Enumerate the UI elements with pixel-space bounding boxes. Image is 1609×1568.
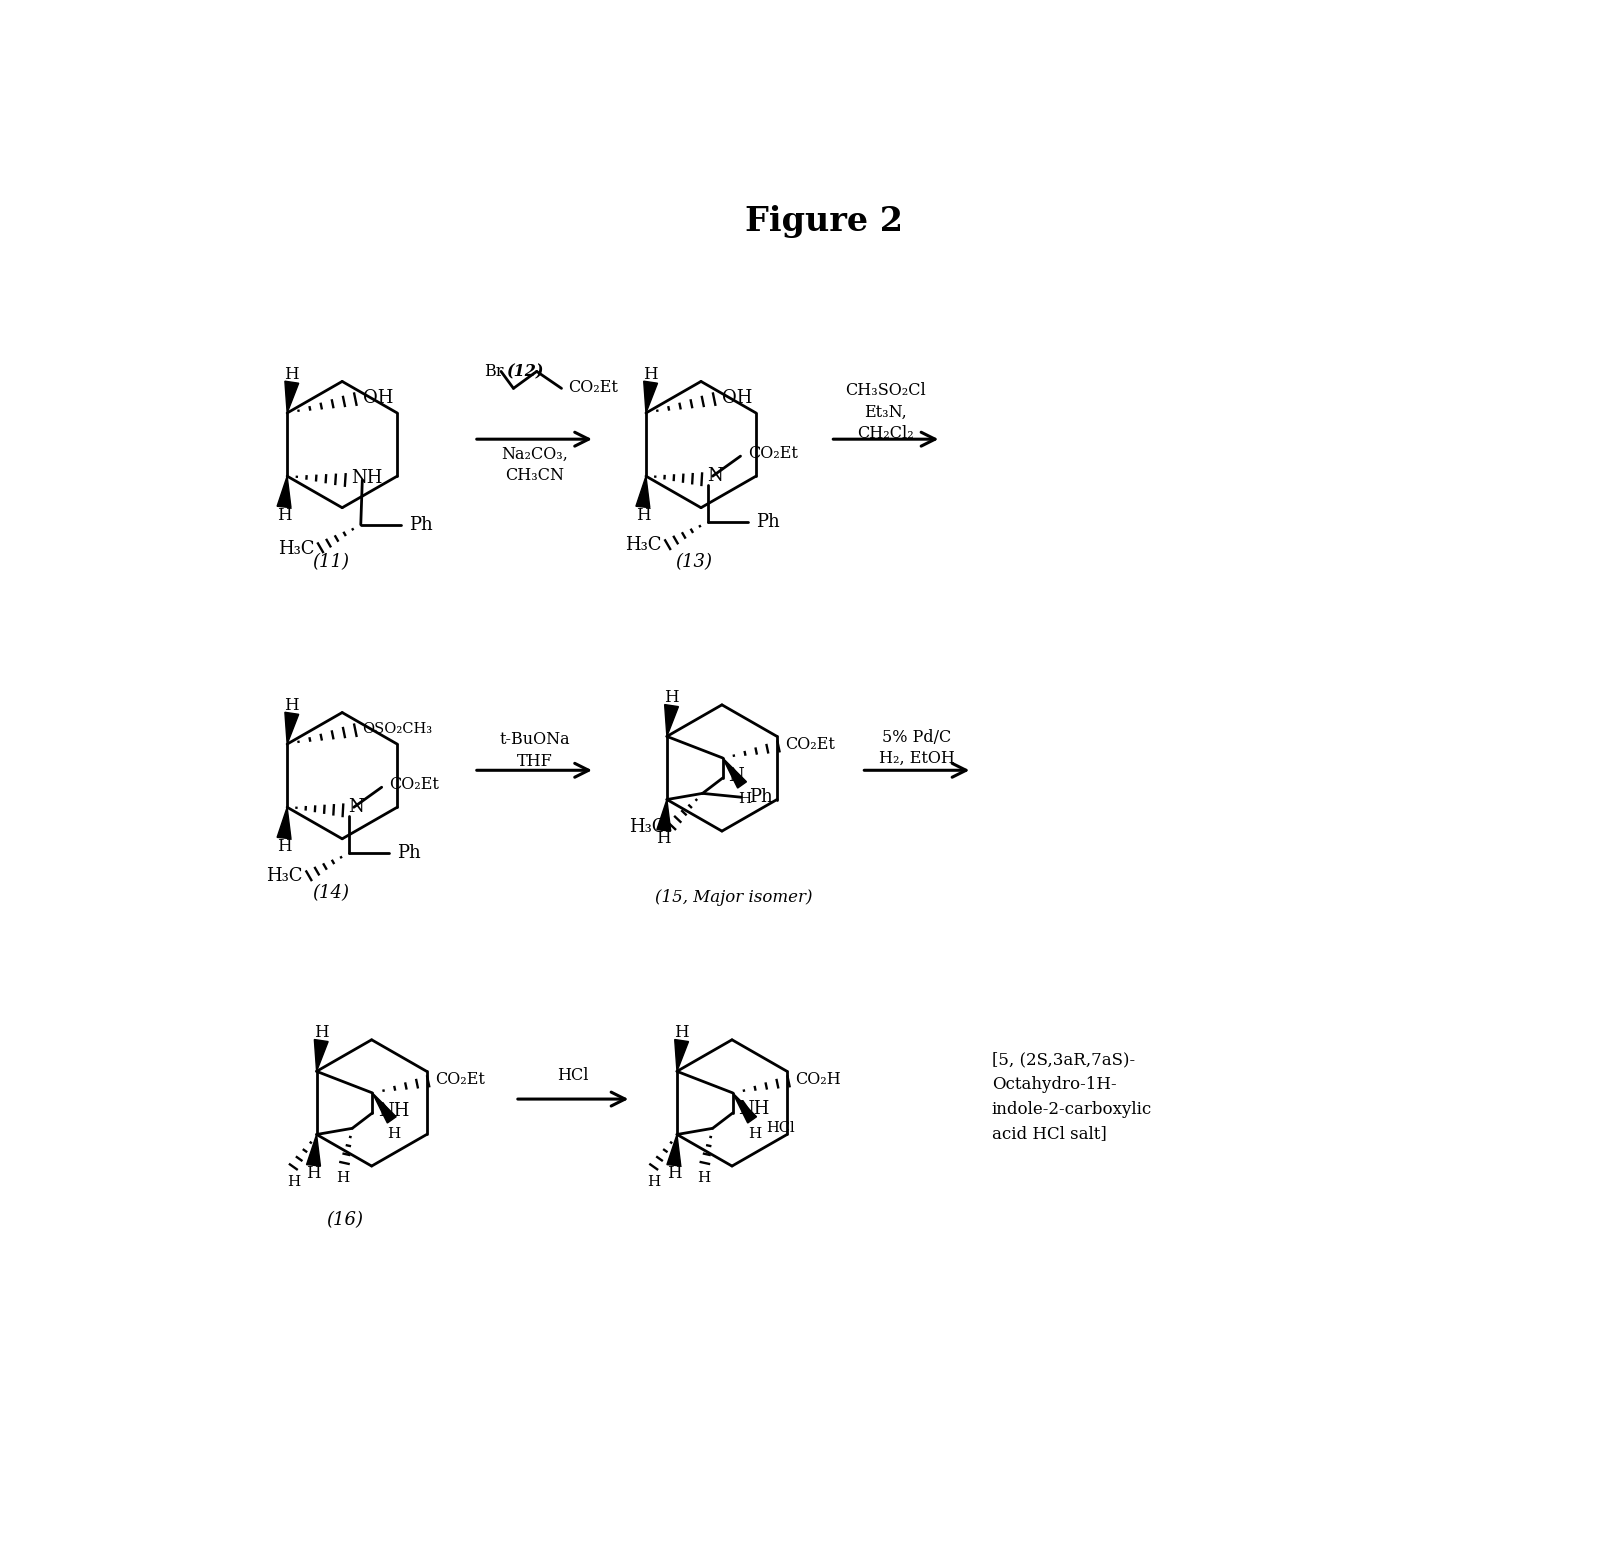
Text: CO₂Et: CO₂Et [785, 737, 835, 753]
Text: CO₂Et: CO₂Et [568, 379, 618, 397]
Text: OH: OH [364, 389, 394, 406]
Text: CO₂H: CO₂H [795, 1071, 842, 1088]
Polygon shape [277, 808, 291, 839]
Text: CO₂Et: CO₂Et [389, 776, 439, 793]
Text: CH₃CN: CH₃CN [505, 467, 563, 485]
Text: H: H [748, 1127, 761, 1142]
Text: Ph: Ph [756, 513, 780, 530]
Polygon shape [636, 477, 650, 508]
Text: H: H [647, 1174, 660, 1189]
Polygon shape [666, 1135, 681, 1167]
Text: H: H [277, 506, 291, 524]
Text: H: H [636, 506, 650, 524]
Text: Ph: Ph [750, 789, 772, 806]
Polygon shape [285, 712, 299, 745]
Text: Ph: Ph [397, 844, 422, 862]
Text: HCl: HCl [766, 1121, 795, 1135]
Polygon shape [732, 1093, 756, 1123]
Text: H: H [697, 1171, 710, 1185]
Text: H: H [388, 1127, 401, 1142]
Text: [5, (2S,3aR,7aS)-
Octahydro-1H-
indole-2-carboxylic
acid HCl salt]: [5, (2S,3aR,7aS)- Octahydro-1H- indole-2… [991, 1051, 1152, 1143]
Text: H₃C: H₃C [278, 539, 314, 558]
Text: CO₂Et: CO₂Et [434, 1071, 484, 1088]
Text: NH: NH [739, 1101, 769, 1118]
Text: Br: Br [484, 362, 504, 379]
Text: H: H [666, 1165, 681, 1182]
Text: H: H [286, 1174, 299, 1189]
Text: t-BuONa: t-BuONa [499, 731, 570, 748]
Text: (13): (13) [674, 552, 711, 571]
Text: H₃C: H₃C [629, 818, 666, 836]
Polygon shape [722, 757, 747, 789]
Text: N: N [349, 798, 364, 817]
Text: H: H [277, 837, 291, 855]
Text: H: H [665, 690, 679, 707]
Text: N: N [708, 467, 722, 485]
Text: H: H [674, 1024, 689, 1041]
Text: H: H [285, 698, 299, 713]
Text: CH₂Cl₂: CH₂Cl₂ [858, 425, 914, 442]
Text: OH: OH [722, 389, 753, 406]
Text: (16): (16) [327, 1210, 364, 1229]
Polygon shape [674, 1040, 689, 1071]
Text: H: H [314, 1024, 328, 1041]
Text: Et₃N,: Et₃N, [864, 403, 907, 420]
Text: NH: NH [351, 469, 383, 488]
Polygon shape [277, 477, 291, 508]
Text: Ph: Ph [409, 516, 433, 533]
Text: 5% Pd/C: 5% Pd/C [882, 729, 951, 746]
Text: HCl: HCl [557, 1068, 589, 1085]
Text: H: H [285, 365, 299, 383]
Polygon shape [644, 381, 658, 412]
Text: OSO₂CH₃: OSO₂CH₃ [362, 721, 433, 735]
Text: CO₂Et: CO₂Et [748, 445, 798, 461]
Text: H₂, EtOH: H₂, EtOH [879, 750, 954, 767]
Text: H: H [336, 1171, 349, 1185]
Text: NH: NH [378, 1102, 409, 1121]
Text: (12): (12) [507, 364, 544, 381]
Polygon shape [656, 800, 671, 831]
Text: (11): (11) [312, 552, 349, 571]
Polygon shape [665, 704, 679, 737]
Polygon shape [372, 1093, 396, 1123]
Text: Figure 2: Figure 2 [745, 205, 903, 238]
Text: Na₂CO₃,: Na₂CO₃, [500, 445, 568, 463]
Text: H₃C: H₃C [265, 867, 302, 884]
Text: H: H [306, 1165, 320, 1182]
Text: CH₃SO₂Cl: CH₃SO₂Cl [845, 383, 925, 400]
Text: H: H [656, 831, 671, 847]
Text: H: H [739, 792, 751, 806]
Polygon shape [307, 1135, 320, 1167]
Text: H₃C: H₃C [624, 536, 661, 554]
Polygon shape [314, 1040, 328, 1071]
Text: THF: THF [516, 753, 552, 770]
Text: H: H [644, 365, 658, 383]
Text: (14): (14) [312, 884, 349, 902]
Polygon shape [285, 381, 299, 412]
Text: (15, Major isomer): (15, Major isomer) [655, 889, 813, 906]
Text: N: N [729, 767, 743, 786]
